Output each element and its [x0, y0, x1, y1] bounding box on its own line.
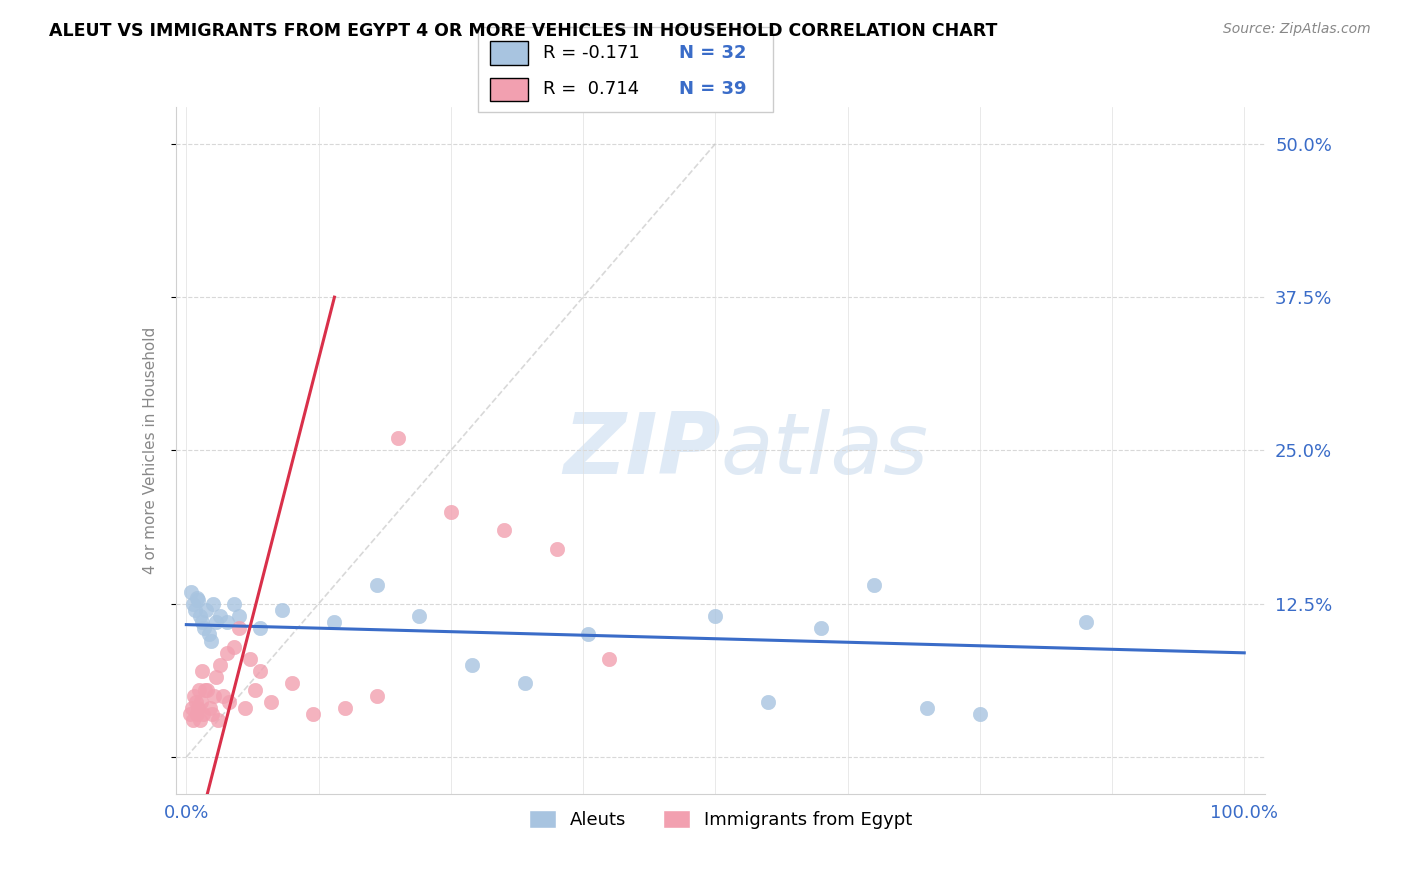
Point — [179, 707, 201, 722]
Text: R =  0.714: R = 0.714 — [543, 80, 640, 98]
Point — [190, 695, 212, 709]
Point — [366, 578, 388, 592]
Point — [181, 714, 204, 728]
Text: R = -0.171: R = -0.171 — [543, 44, 640, 62]
Point — [260, 695, 283, 709]
Point — [408, 609, 430, 624]
Point — [249, 621, 271, 635]
Point — [215, 646, 238, 660]
Point — [810, 621, 832, 635]
Text: ALEUT VS IMMIGRANTS FROM EGYPT 4 OR MORE VEHICLES IN HOUSEHOLD CORRELATION CHART: ALEUT VS IMMIGRANTS FROM EGYPT 4 OR MORE… — [49, 22, 998, 40]
Text: N = 32: N = 32 — [679, 44, 747, 62]
Point — [193, 621, 215, 635]
Point — [207, 714, 229, 728]
Point — [186, 591, 208, 605]
Point — [181, 597, 204, 611]
Point — [191, 615, 214, 630]
Point — [205, 615, 228, 630]
Point — [461, 658, 484, 673]
Point — [188, 714, 211, 728]
Point — [197, 682, 219, 697]
Point — [222, 597, 245, 611]
Point — [366, 689, 388, 703]
Y-axis label: 4 or more Vehicles in Household: 4 or more Vehicles in Household — [142, 326, 157, 574]
Point — [270, 603, 292, 617]
Point — [915, 701, 938, 715]
Point — [440, 505, 463, 519]
Point — [323, 615, 346, 630]
Text: ZIP: ZIP — [562, 409, 721, 492]
Point — [863, 578, 886, 592]
Point — [200, 633, 222, 648]
Point — [180, 701, 202, 715]
Point — [302, 707, 325, 722]
Point — [180, 584, 202, 599]
Point — [197, 627, 219, 641]
Point — [598, 652, 620, 666]
Point — [215, 615, 238, 630]
Point — [387, 431, 409, 445]
Point — [201, 597, 224, 611]
Point — [187, 701, 209, 715]
Point — [186, 707, 208, 722]
Point — [188, 682, 211, 697]
Text: N = 39: N = 39 — [679, 80, 747, 98]
Point — [183, 689, 205, 703]
FancyBboxPatch shape — [489, 78, 529, 102]
Point — [233, 701, 256, 715]
Point — [209, 609, 232, 624]
Point — [191, 664, 214, 679]
Text: atlas: atlas — [721, 409, 928, 492]
Point — [249, 664, 271, 679]
Point — [228, 621, 250, 635]
Point — [513, 676, 536, 690]
Point — [546, 541, 568, 556]
Point — [209, 658, 232, 673]
Point — [205, 670, 228, 684]
Point — [202, 689, 225, 703]
Point — [576, 627, 599, 641]
Point — [188, 609, 211, 624]
Point — [969, 707, 991, 722]
Point — [704, 609, 727, 624]
Point — [239, 652, 262, 666]
Point — [194, 682, 217, 697]
Point — [281, 676, 304, 690]
Point — [212, 689, 235, 703]
Point — [492, 523, 515, 537]
Point — [184, 695, 207, 709]
Point — [198, 701, 221, 715]
Point — [243, 682, 266, 697]
Point — [756, 695, 779, 709]
Point — [1074, 615, 1097, 630]
Point — [187, 593, 209, 607]
FancyBboxPatch shape — [489, 41, 529, 65]
Point — [222, 640, 245, 654]
Point — [228, 609, 250, 624]
Point — [218, 695, 240, 709]
Point — [193, 707, 215, 722]
Legend: Aleuts, Immigrants from Egypt: Aleuts, Immigrants from Egypt — [522, 803, 920, 837]
Point — [184, 603, 207, 617]
Text: Source: ZipAtlas.com: Source: ZipAtlas.com — [1223, 22, 1371, 37]
Point — [195, 603, 218, 617]
Point — [201, 707, 224, 722]
Point — [333, 701, 356, 715]
